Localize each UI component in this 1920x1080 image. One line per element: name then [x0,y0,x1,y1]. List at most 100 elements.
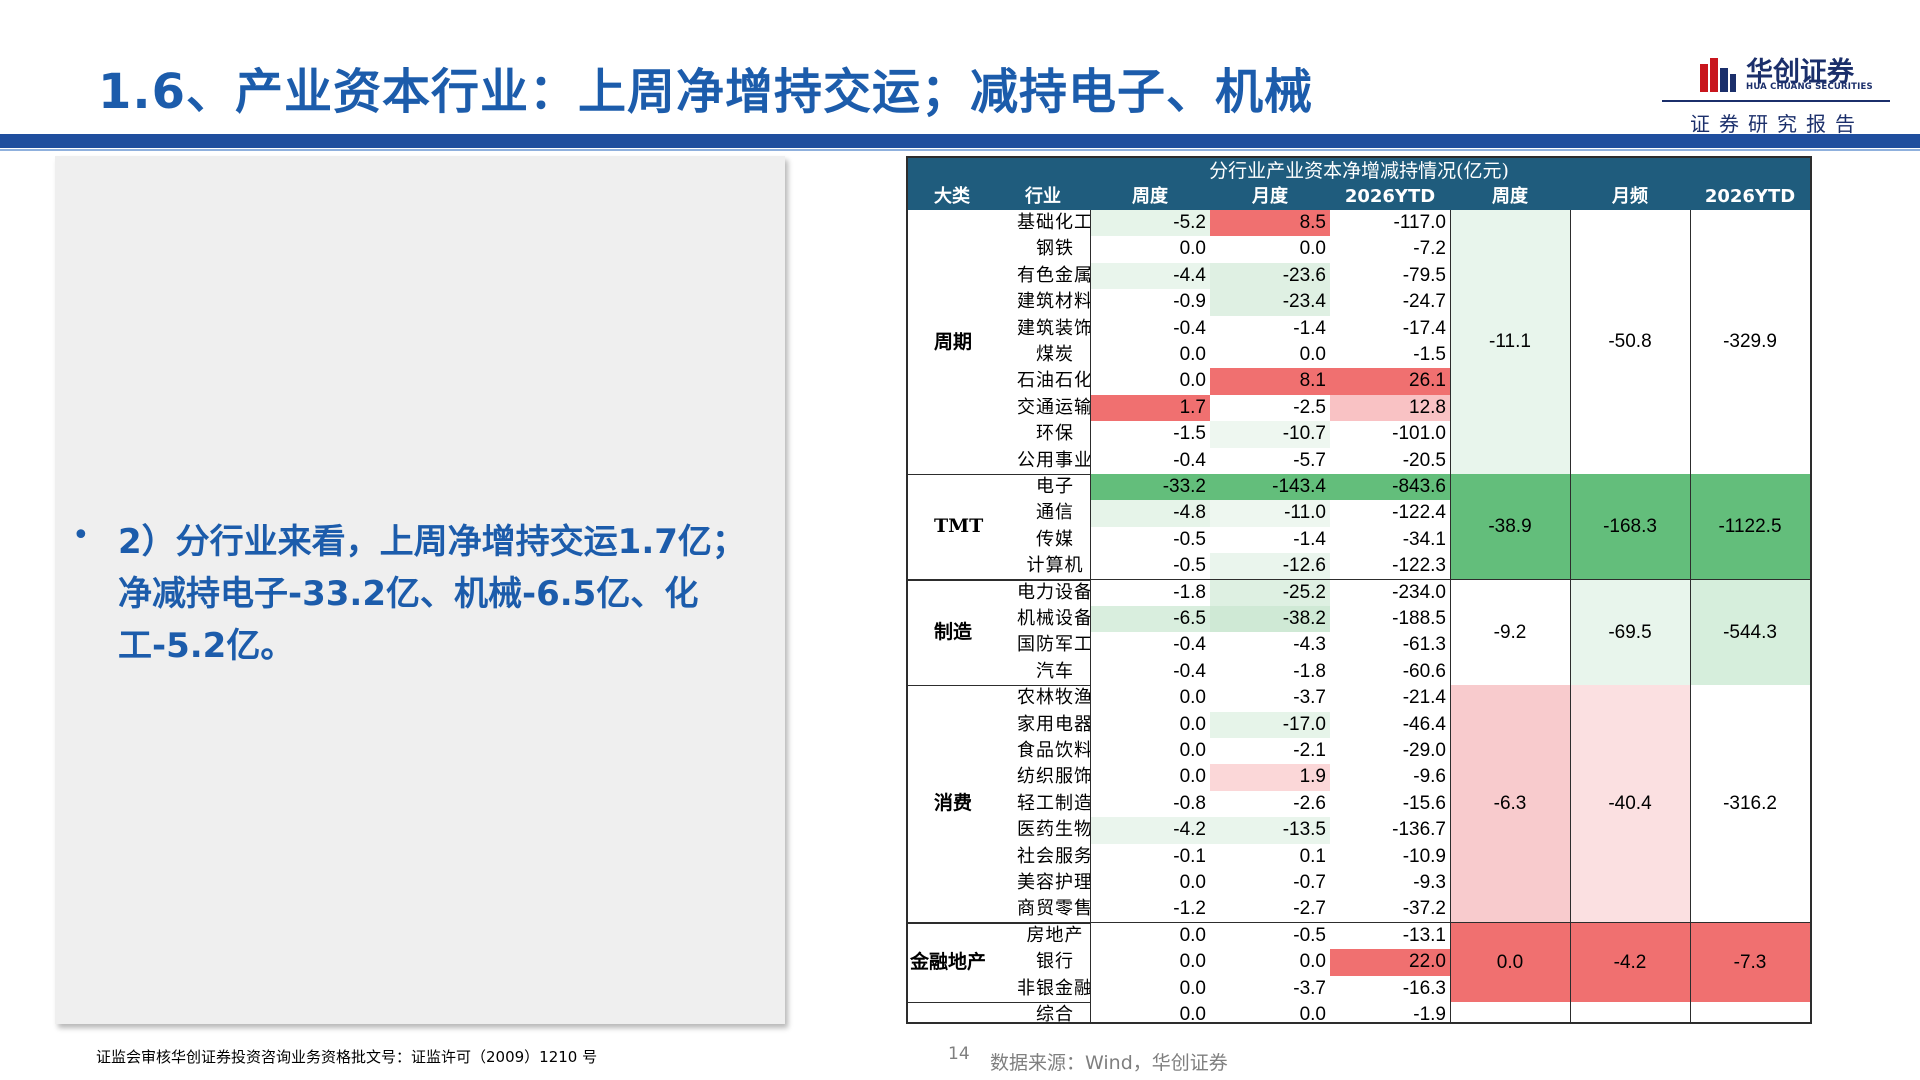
value-month: 0.0 [1210,342,1330,369]
group-summary-week: -6.3 [1450,685,1570,923]
value-week: -0.4 [1090,658,1210,686]
industry-name: 建筑装饰 [1017,317,1093,339]
industry-name: 轻工制造 [1017,792,1093,814]
footer-license: 证监会审核华创证券投资咨询业务资格批文号：证监许可（2009）1210 号 [96,1048,598,1066]
value-week: -1.8 [1090,579,1210,606]
value-week: 0.0 [1090,922,1210,950]
value-ytd: -29.0 [1330,738,1450,765]
value-ytd: -21.4 [1330,685,1450,712]
value-month: -1.8 [1210,658,1330,686]
value-month: -25.2 [1210,579,1330,606]
table-title: 分行业产业资本净增减持情况(亿元) [908,158,1810,184]
industry-name: 通信 [1036,502,1074,524]
value-month: -5.7 [1210,447,1330,474]
value-week: -0.9 [1090,289,1210,316]
header-category: 大类 [934,186,970,207]
value-ytd: -843.6 [1330,474,1450,501]
category-label: TMT [934,515,984,537]
group-summary-month: -50.8 [1570,210,1690,474]
category-label: 周期 [934,331,973,353]
industry-name: 美容护理 [1017,872,1093,893]
value-ytd: -61.3 [1330,632,1450,659]
value-month: -2.1 [1210,738,1330,765]
table-header-row: 大类 行业 周度 月度 2026YTD 周度 月频 2026YTD [908,184,1810,210]
category-label: 金融地产 [910,950,987,973]
value-ytd: -117.0 [1330,210,1450,237]
value-ytd: -15.6 [1330,790,1450,818]
group-summary-ytd: -316.2 [1690,685,1810,923]
value-week: 0.0 [1090,870,1210,897]
value-ytd: 12.8 [1330,394,1450,422]
group-summary-ytd [1690,1002,1810,1022]
industry-name: 基础化工 [1017,212,1093,233]
industry-name: 机械设备 [1017,608,1093,629]
industry-name: 有色金属 [1017,264,1093,286]
value-week: -4.4 [1090,262,1210,290]
industry-name: 电子 [1036,476,1074,497]
industry-name: 国防军工 [1017,634,1093,656]
industry-name: 汽车 [1036,660,1074,682]
industry-name: 银行 [1036,951,1074,973]
value-week: 0.0 [1090,764,1210,791]
value-ytd: -188.5 [1330,606,1450,633]
value-week: 1.7 [1090,394,1210,422]
header-bar-underline [0,149,1920,151]
value-month: 8.5 [1210,210,1330,237]
value-ytd: -16.3 [1330,975,1450,1002]
group-summary-week: -9.2 [1450,579,1570,686]
industry-name: 房地产 [1026,924,1084,946]
industry-name: 煤炭 [1036,344,1074,365]
industry-name: 纺织服饰 [1017,766,1093,788]
value-month: -1.4 [1210,315,1330,342]
industry-name: 石油石化 [1017,370,1093,392]
value-month: 0.0 [1210,236,1330,263]
value-ytd: 26.1 [1330,368,1450,395]
value-ytd: -122.3 [1330,553,1450,580]
value-month: -17.0 [1210,711,1330,738]
group-summary-week [1450,1002,1570,1022]
group-summary-ytd: -1122.5 [1690,474,1810,580]
value-week: 0.0 [1090,975,1210,1002]
value-ytd: -20.5 [1330,447,1450,474]
value-ytd: -46.4 [1330,711,1450,738]
column-divider [1450,210,1451,1022]
group-summary-ytd: -7.3 [1690,922,1810,1002]
value-month: -0.7 [1210,870,1330,897]
value-month: -13.5 [1210,817,1330,844]
industry-name: 钢铁 [1036,238,1074,260]
industry-name: 公用事业 [1017,449,1093,471]
value-month: -143.4 [1210,474,1330,501]
industry-name: 食品饮料 [1017,740,1093,761]
value-ytd: -1.9 [1330,1002,1450,1022]
industry-name: 综合 [1036,1004,1074,1024]
value-week: -0.1 [1090,843,1210,870]
value-ytd: -10.9 [1330,843,1450,870]
value-ytd: -7.2 [1330,236,1450,263]
value-ytd: -37.2 [1330,896,1450,923]
value-month: 8.1 [1210,368,1330,395]
value-month: 0.0 [1210,949,1330,976]
industry-table: 分行业产业资本净增减持情况(亿元) 大类 行业 周度 月度 2026YTD 周度… [906,156,1812,1024]
group-summary-week: 0.0 [1450,922,1570,1002]
logo-name-en: HUA CHUANG SECURITIES [1746,82,1873,92]
value-week: -6.5 [1090,606,1210,633]
header-industry: 行业 [1025,186,1061,207]
summary-panel [55,156,785,1024]
header-bar [0,134,1920,148]
value-week: 0.0 [1090,1002,1210,1022]
value-ytd: 22.0 [1330,949,1450,976]
industry-name: 环保 [1036,423,1074,445]
value-ytd: -9.3 [1330,870,1450,897]
summary-bullet: 2）分行业来看，上周净增持交运1.7亿；净减持电子-33.2亿、机械-6.5亿、… [118,522,746,666]
logo: 华创证券 HUA CHUANG SECURITIES 证券研究报告 [1660,48,1890,140]
value-week: -0.5 [1090,526,1210,554]
value-month: -11.0 [1210,500,1330,527]
page-title: 1.6、产业资本行业：上周净增持交运；减持电子、机械 [98,64,1314,120]
data-source: 数据来源：Wind，华创证券 [990,1052,1228,1074]
bullet-dot-icon: • [72,518,90,553]
value-month: 1.9 [1210,764,1330,791]
value-week: -4.2 [1090,817,1210,844]
value-month: -1.4 [1210,526,1330,554]
value-ytd: -17.4 [1330,315,1450,342]
value-week: -1.2 [1090,896,1210,923]
